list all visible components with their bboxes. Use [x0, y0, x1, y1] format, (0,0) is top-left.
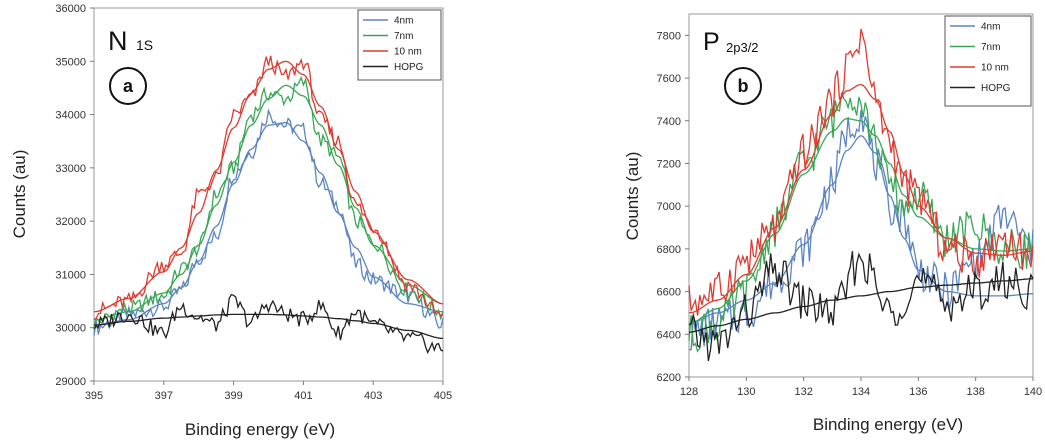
panel-a-title: N — [108, 26, 128, 56]
x-tick-label: 397 — [155, 390, 173, 402]
y-tick-label: 31000 — [55, 269, 86, 281]
y-tick-label: 6800 — [657, 244, 681, 256]
panel-b-badge: b — [738, 76, 749, 96]
panel-a-lines — [93, 55, 444, 355]
panel-b-legend: 4nm 7nm 10 nm HOPG — [944, 15, 1032, 107]
y-tick-label: 6400 — [657, 329, 681, 341]
panel-a-legend: 4nm 7nm 10 nm HOPG — [357, 9, 442, 81]
x-tick-label: 395 — [85, 390, 103, 402]
series-fit-4nm — [688, 134, 1034, 325]
x-tick-label: 405 — [434, 390, 452, 402]
panel-a-badge-circle — [109, 67, 147, 105]
legend-box — [944, 15, 1032, 107]
series-raw-hopg — [93, 293, 444, 355]
series-fit-hopg — [93, 313, 444, 340]
y-tick-label: 33000 — [55, 163, 86, 175]
legend-label: 4nm — [394, 16, 413, 27]
panel-b-xlabel: Binding energy (eV) — [813, 415, 963, 434]
y-tick-label: 29000 — [55, 376, 86, 388]
x-tick-label: 136 — [909, 386, 927, 398]
y-tick-label: 6200 — [657, 372, 681, 384]
x-tick-label: 140 — [1024, 386, 1042, 398]
x-tick-label: 132 — [794, 386, 812, 398]
panel-b-title: P — [703, 28, 720, 56]
legend-label: 7nm — [981, 42, 1000, 53]
y-tick-label: 30000 — [55, 323, 86, 335]
panel-b-ylabel: Counts (au) — [623, 152, 642, 241]
series-raw-7nm — [93, 75, 444, 328]
x-tick-label: 138 — [966, 386, 984, 398]
series-raw-10nm — [93, 55, 444, 321]
panel-a-title-sub: 1S — [136, 37, 153, 53]
panel-b: P 2p3/2 b Binding energy (eV) Counts (au… — [623, 13, 1043, 434]
panel-a: N 1S a Binding energy (eV) Counts (au) 2… — [10, 3, 452, 439]
y-tick-label: 32000 — [55, 216, 86, 228]
series-raw-4nm — [93, 108, 444, 336]
series-fit-7nm — [688, 118, 1033, 325]
panel-b-lines — [688, 28, 1034, 362]
series-fit-10nm — [688, 83, 1034, 314]
y-tick-label: 6600 — [657, 287, 681, 299]
x-tick-label: 134 — [852, 386, 870, 398]
x-tick-label: 401 — [294, 390, 312, 402]
x-tick-label: 130 — [737, 386, 755, 398]
y-tick-label: 7800 — [657, 30, 681, 42]
panel-b-title-sub: 2p3/2 — [726, 40, 759, 55]
x-tick-label: 128 — [680, 386, 698, 398]
series-raw-4nm — [688, 110, 1034, 351]
series-raw-10nm — [688, 28, 1034, 316]
series-fit-4nm — [93, 121, 444, 326]
series-raw-7nm — [688, 92, 1034, 353]
y-tick-label: 7200 — [657, 158, 681, 170]
y-tick-label: 34000 — [55, 110, 86, 122]
legend-label: 4nm — [981, 22, 1000, 33]
legend-label: 10 nm — [394, 47, 422, 58]
y-tick-label: 35000 — [55, 56, 86, 68]
plot-frame-a — [93, 7, 444, 382]
legend-label: HOPG — [394, 62, 424, 73]
legend-label: HOPG — [981, 83, 1011, 94]
y-tick-label: 7600 — [657, 73, 681, 85]
legend-label: 10 nm — [981, 63, 1009, 74]
panel-a-xlabel: Binding energy (eV) — [185, 420, 335, 439]
panel-a-ticks: 29000 30000 31000 32000 33000 34000 35000 36000… — [55, 3, 452, 402]
panel-b-ticks: 6200 6400 6600 6800 7000 7200 7400 7600 7800 128 1… — [657, 30, 1043, 398]
legend-label: 7nm — [394, 31, 413, 42]
series-raw-hopg — [688, 251, 1034, 362]
y-tick-label: 36000 — [55, 3, 86, 15]
series-fit-7nm — [93, 84, 444, 321]
legend-box — [357, 9, 442, 81]
panel-a-ylabel: Counts (au) — [10, 150, 29, 239]
series-fit-hopg — [688, 278, 1033, 333]
panel-a-badge: a — [123, 76, 134, 96]
x-tick-label: 403 — [364, 390, 382, 402]
series-fit-10nm — [93, 60, 444, 313]
y-tick-label: 7400 — [657, 116, 681, 128]
panel-b-badge-circle — [724, 67, 762, 105]
x-tick-label: 399 — [224, 390, 242, 402]
y-tick-label: 7000 — [657, 201, 681, 213]
